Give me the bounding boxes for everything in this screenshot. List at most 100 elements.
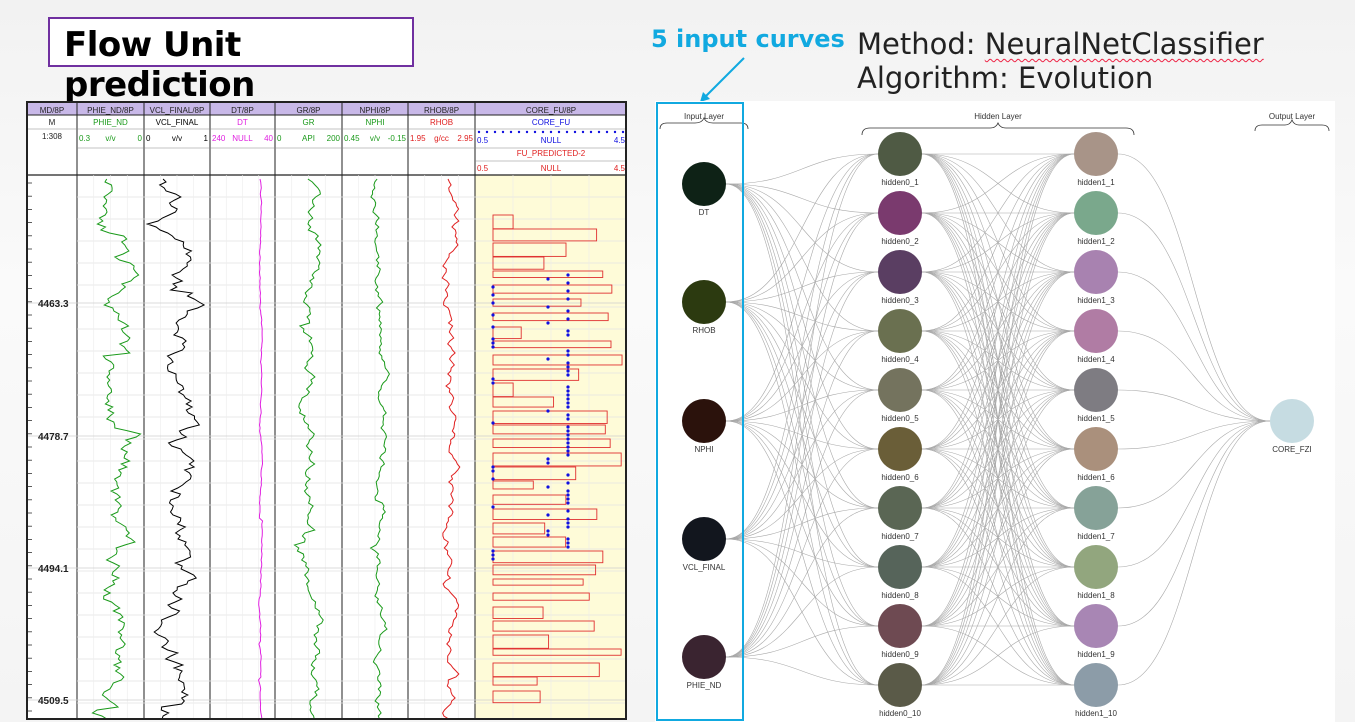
input-layer-label: Input Layer <box>684 112 724 121</box>
hidden1-node-label: hidden1_8 <box>1077 591 1115 600</box>
predicted-fu-step <box>492 690 541 704</box>
core-fu-point <box>566 525 570 529</box>
predicted-fu-step <box>492 676 538 686</box>
log-curve-nphi <box>369 178 390 718</box>
core-fu-point <box>491 553 495 557</box>
scale-min: 240 <box>212 134 226 143</box>
hidden-layer-brace <box>861 121 1135 136</box>
hidden0-node-label: hidden0_7 <box>881 532 919 541</box>
input-node <box>682 399 726 443</box>
core-fu-point <box>566 397 570 401</box>
core-fu-point <box>566 389 570 393</box>
core-fu-point <box>566 541 570 545</box>
input-node-label: RHOB <box>692 326 715 335</box>
core-dotted-line <box>581 130 585 134</box>
connection <box>725 153 879 422</box>
output-node-label: CORE_FZI <box>1272 445 1312 454</box>
hidden0-node-label: hidden0_6 <box>881 473 919 482</box>
core-dotted-line <box>621 130 625 134</box>
pred-scale-unit: NULL <box>541 164 562 173</box>
output-layer-label: Output Layer <box>1269 112 1316 121</box>
hidden1-node-label: hidden1_5 <box>1077 414 1115 423</box>
core-dotted-line <box>485 130 489 134</box>
core-track-header: CORE_FU/8P <box>526 106 576 115</box>
input-highlight-box <box>656 102 744 721</box>
connection <box>725 153 879 303</box>
depth-label: 4494.1 <box>38 564 69 575</box>
hidden1-node <box>1074 368 1118 412</box>
core-fu-point <box>491 345 495 349</box>
track-header: RHOB/8P <box>424 106 459 115</box>
scale-unit: g/cc <box>434 134 449 143</box>
core-fu-point <box>566 501 570 505</box>
hidden1-node-label: hidden1_2 <box>1077 237 1115 246</box>
track-header: GR/8P <box>296 106 320 115</box>
scale-unit: API <box>302 134 315 143</box>
hidden0-node-label: hidden0_4 <box>881 355 919 364</box>
predicted-fu-step <box>492 438 611 449</box>
core-dotted-line <box>557 130 561 134</box>
connection <box>921 153 1075 273</box>
core-fu-point <box>491 377 495 381</box>
hidden1-node <box>1074 486 1118 530</box>
slide-title: Flow Unit prediction <box>64 25 255 105</box>
hidden0-node-label: hidden0_8 <box>881 591 919 600</box>
core-dotted-line <box>541 130 545 134</box>
connection <box>1117 420 1271 450</box>
predicted-fu-step <box>492 424 606 435</box>
hidden1-node <box>1074 663 1118 707</box>
method-description: Method: NeuralNetClassifier Algorithm: E… <box>857 27 1264 95</box>
core-fu-point <box>546 513 550 517</box>
connection <box>725 566 879 658</box>
scale-unit: v/v <box>172 134 182 143</box>
depth-label: 4463.3 <box>38 299 69 310</box>
core-fu-point <box>566 353 570 357</box>
connection <box>921 153 1075 391</box>
depth-label: 4478.7 <box>38 432 69 443</box>
core-fu-point <box>566 537 570 541</box>
core-fu-point <box>566 349 570 353</box>
predicted-fu-step <box>492 354 623 366</box>
input-node <box>682 635 726 679</box>
core-dotted-line <box>493 130 497 134</box>
input-node <box>682 162 726 206</box>
neural-network-diagram: Input Layer Hidden Layer Output Layer DT RHO… <box>655 101 1335 722</box>
connection <box>725 448 879 658</box>
core-fu-point <box>566 273 570 277</box>
core-fu-point <box>491 337 495 341</box>
connection <box>725 212 879 303</box>
connection <box>1117 389 1271 422</box>
curve-name: DT <box>237 118 248 127</box>
core-fu-point <box>566 385 570 389</box>
scale-max: 200 <box>327 134 341 143</box>
core-fu-point <box>566 309 570 313</box>
connection <box>921 566 1075 686</box>
core-fu-point <box>566 333 570 337</box>
core-fu-point <box>566 453 570 457</box>
core-fu-point <box>491 341 495 345</box>
scale-max: 2.95 <box>457 134 473 143</box>
core-fu-point <box>491 381 495 385</box>
core-fu-point <box>566 361 570 365</box>
core-fu-point <box>566 393 570 397</box>
core-fu-point <box>566 481 570 485</box>
connection <box>921 153 1075 627</box>
well-log-panel: MD/8P M 1:308 PHIE_ND/8P PHIE_ND 0.3 v/v 0 VCL_F… <box>26 101 627 720</box>
hidden0-node <box>878 368 922 412</box>
scale-min: 0.3 <box>79 134 91 143</box>
hidden0-node-label: hidden0_3 <box>881 296 919 305</box>
connection <box>725 153 879 185</box>
core-fu-point <box>491 469 495 473</box>
core-curve-name: CORE_FU <box>532 118 570 127</box>
predicted-fu-step <box>492 494 567 505</box>
core-track-background <box>475 175 625 718</box>
core-fu-point <box>566 545 570 549</box>
curve-name: PHIE_ND <box>93 118 128 127</box>
hidden1-node-label: hidden1_7 <box>1077 532 1115 541</box>
core-fu-point <box>566 489 570 493</box>
core-fu-point <box>566 437 570 441</box>
core-fu-point <box>566 429 570 433</box>
hidden1-node-label: hidden1_1 <box>1077 178 1115 187</box>
core-fu-point <box>491 293 495 297</box>
scale-unit: v/v <box>370 134 380 143</box>
